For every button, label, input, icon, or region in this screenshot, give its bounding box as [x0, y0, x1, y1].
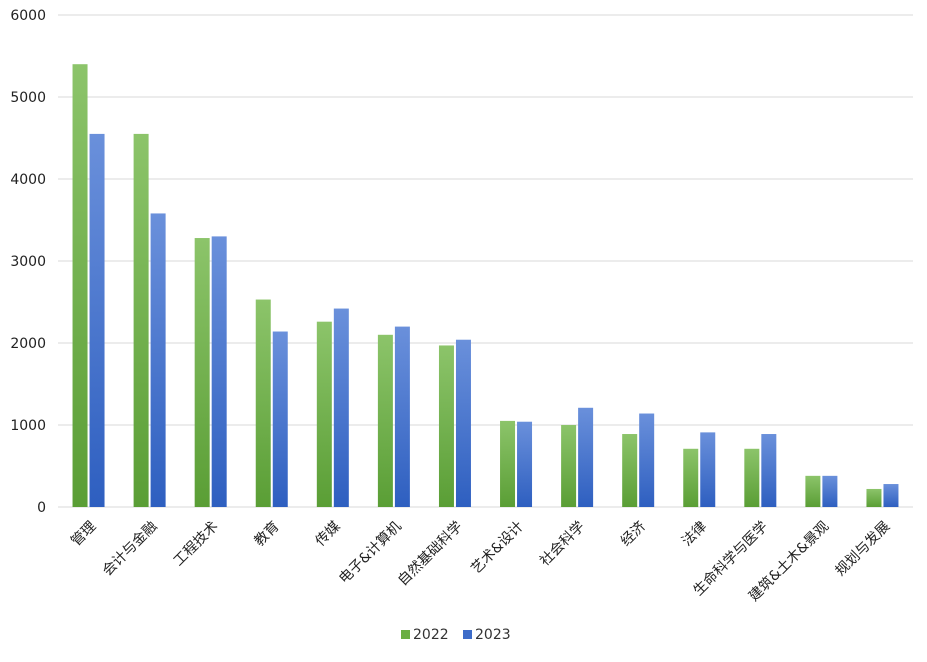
bar-2022-6 [438, 345, 454, 507]
legend: 2022 2023 [401, 627, 511, 643]
legend-swatch [463, 630, 472, 639]
y-tick-label: 4000 [10, 172, 46, 188]
x-tick-label: 自然基础科学 [394, 518, 465, 589]
x-tick-label: 法律 [679, 519, 710, 550]
bar-2023-12 [822, 475, 838, 507]
bar-2023-2 [211, 236, 227, 507]
bar-2022-11 [744, 448, 760, 507]
y-tick-label: 2000 [10, 336, 46, 352]
x-tick-label: 传媒 [313, 519, 344, 550]
y-tick-label: 6000 [10, 8, 46, 24]
bar-2022-1 [133, 133, 149, 507]
y-axis-ticks: 0 1000 2000 3000 4000 5000 6000 [10, 8, 46, 516]
bar-2022-9 [622, 434, 638, 507]
bar-2023-4 [333, 308, 349, 507]
gridlines [58, 14, 913, 508]
x-tick-label: 会计与金融 [100, 519, 161, 580]
bar-2022-12 [805, 475, 821, 507]
x-tick-label: 管理 [68, 519, 99, 550]
legend-label: 2023 [475, 627, 511, 643]
bar-2022-7 [500, 420, 516, 507]
x-tick-label: 工程技术 [171, 519, 222, 570]
bar-2023-13 [883, 484, 899, 507]
y-tick-label: 1000 [10, 418, 46, 434]
bar-2023-1 [150, 213, 166, 507]
bar-2022-8 [561, 425, 577, 507]
bar-2023-6 [455, 339, 471, 507]
legend-swatch [401, 630, 410, 639]
x-tick-label: 规划与发展 [832, 519, 893, 580]
bars [72, 64, 899, 508]
y-tick-label: 5000 [10, 90, 46, 106]
y-tick-label: 3000 [10, 254, 46, 270]
bar-2023-7 [517, 421, 533, 507]
bar-2022-0 [72, 64, 88, 507]
x-tick-label: 教育 [251, 519, 282, 550]
bar-2022-10 [683, 448, 699, 507]
bar-2023-11 [761, 434, 777, 507]
bar-2023-10 [700, 432, 716, 507]
bar-2022-2 [194, 238, 210, 508]
x-tick-label: 社会科学 [537, 519, 588, 570]
bar-2022-3 [255, 299, 271, 507]
x-tick-label: 电子&计算机 [336, 519, 405, 588]
bar-2023-8 [578, 407, 594, 507]
bar-2023-0 [89, 133, 105, 507]
bar-2022-4 [316, 321, 332, 507]
legend-label: 2022 [413, 627, 449, 643]
bar-2022-13 [866, 488, 882, 507]
bar-2023-3 [272, 331, 288, 507]
x-tick-label: 经济 [618, 519, 649, 550]
x-tick-label: 艺术&设计 [468, 519, 527, 578]
bar-2023-5 [394, 326, 410, 507]
bar-2023-9 [639, 413, 655, 507]
y-tick-label: 0 [37, 500, 46, 516]
bar-2022-5 [377, 334, 393, 507]
